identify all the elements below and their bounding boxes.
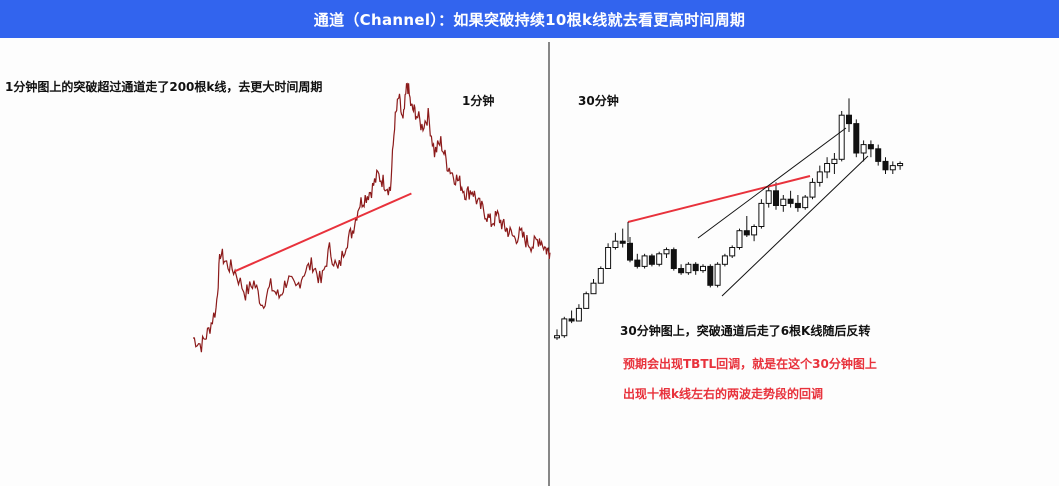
candle-bear [678,268,685,274]
candle-bull [561,318,568,337]
candle-bull [641,255,648,267]
candle-bull [809,181,816,198]
expect-note-line1: 预期会出现TBTL回调，就是在这个30分钟图上 [623,357,877,371]
right-timeframe-label: 30分钟 [578,94,619,108]
candle-bear [867,144,874,150]
candle-bull [802,196,809,209]
candle-bear [875,148,882,162]
candle-bull [575,307,582,322]
left-note: 1分钟图上的突破超过通道走了200根k线，去更大时间周期 [5,80,323,94]
candle-bull [729,247,736,257]
left-timeframe-label: 1分钟 [462,94,495,108]
candle-bull [605,247,612,269]
candle-bull [897,163,904,167]
candle-bull [656,253,663,265]
candle-bull [554,335,560,339]
candle-bull [685,263,692,274]
candle-bull [583,293,590,309]
candle-bear [853,123,860,154]
candle-bull [860,144,867,154]
candle-bear [707,265,714,286]
candle-bear [882,160,889,171]
candle-bull [816,171,823,183]
candle-bull [663,249,670,255]
channel-lower-line [721,155,869,297]
candle-bull [831,158,838,165]
candle-bear [634,259,641,267]
candle-bear [692,263,699,272]
candle-bear [794,202,801,209]
right-chart-30min [554,98,904,340]
candle-bear [648,255,655,265]
candle-bull [590,282,597,295]
page-title: 通道（Channel）：如果突破持续10根k线就去看更高时间周期 [0,0,1059,38]
candle-bull [597,268,604,284]
left-chart-1min [193,82,551,353]
candle-bull [889,165,896,171]
candle-bear [787,198,794,204]
candle-bear [670,249,677,270]
right-note: 30分钟图上，突破通道后走了6根K线随后反转 [620,324,871,338]
candle-bear [568,318,575,322]
expect-note-line2: 出现十根k线左右的两波走势段的回调 [623,387,823,401]
candle-bull [751,226,758,236]
candle-bear [619,240,626,244]
candle-bull [714,263,721,286]
candle-bull [612,240,619,248]
price-line-1min [193,82,551,353]
trendline-1min [234,192,412,273]
candle-bull [736,230,743,248]
candle-bear [846,114,852,125]
candle-bull [780,198,787,206]
chart-svg [193,42,904,486]
channel-upper-line [697,127,847,239]
candle-bull [765,190,772,204]
candle-bull [824,163,831,173]
candle-bull [758,202,765,227]
candle-bear [627,242,633,261]
candle-bull [721,255,728,265]
trendline-30min [627,175,811,223]
candle-bull [700,265,706,272]
candle-bear [773,190,779,207]
chart-canvas: 1分钟图上的突破超过通道走了200根k线，去更大时间周期 1分钟 30分钟 30… [0,38,1059,486]
candle-bear [743,230,750,236]
candle-bull [838,114,845,160]
